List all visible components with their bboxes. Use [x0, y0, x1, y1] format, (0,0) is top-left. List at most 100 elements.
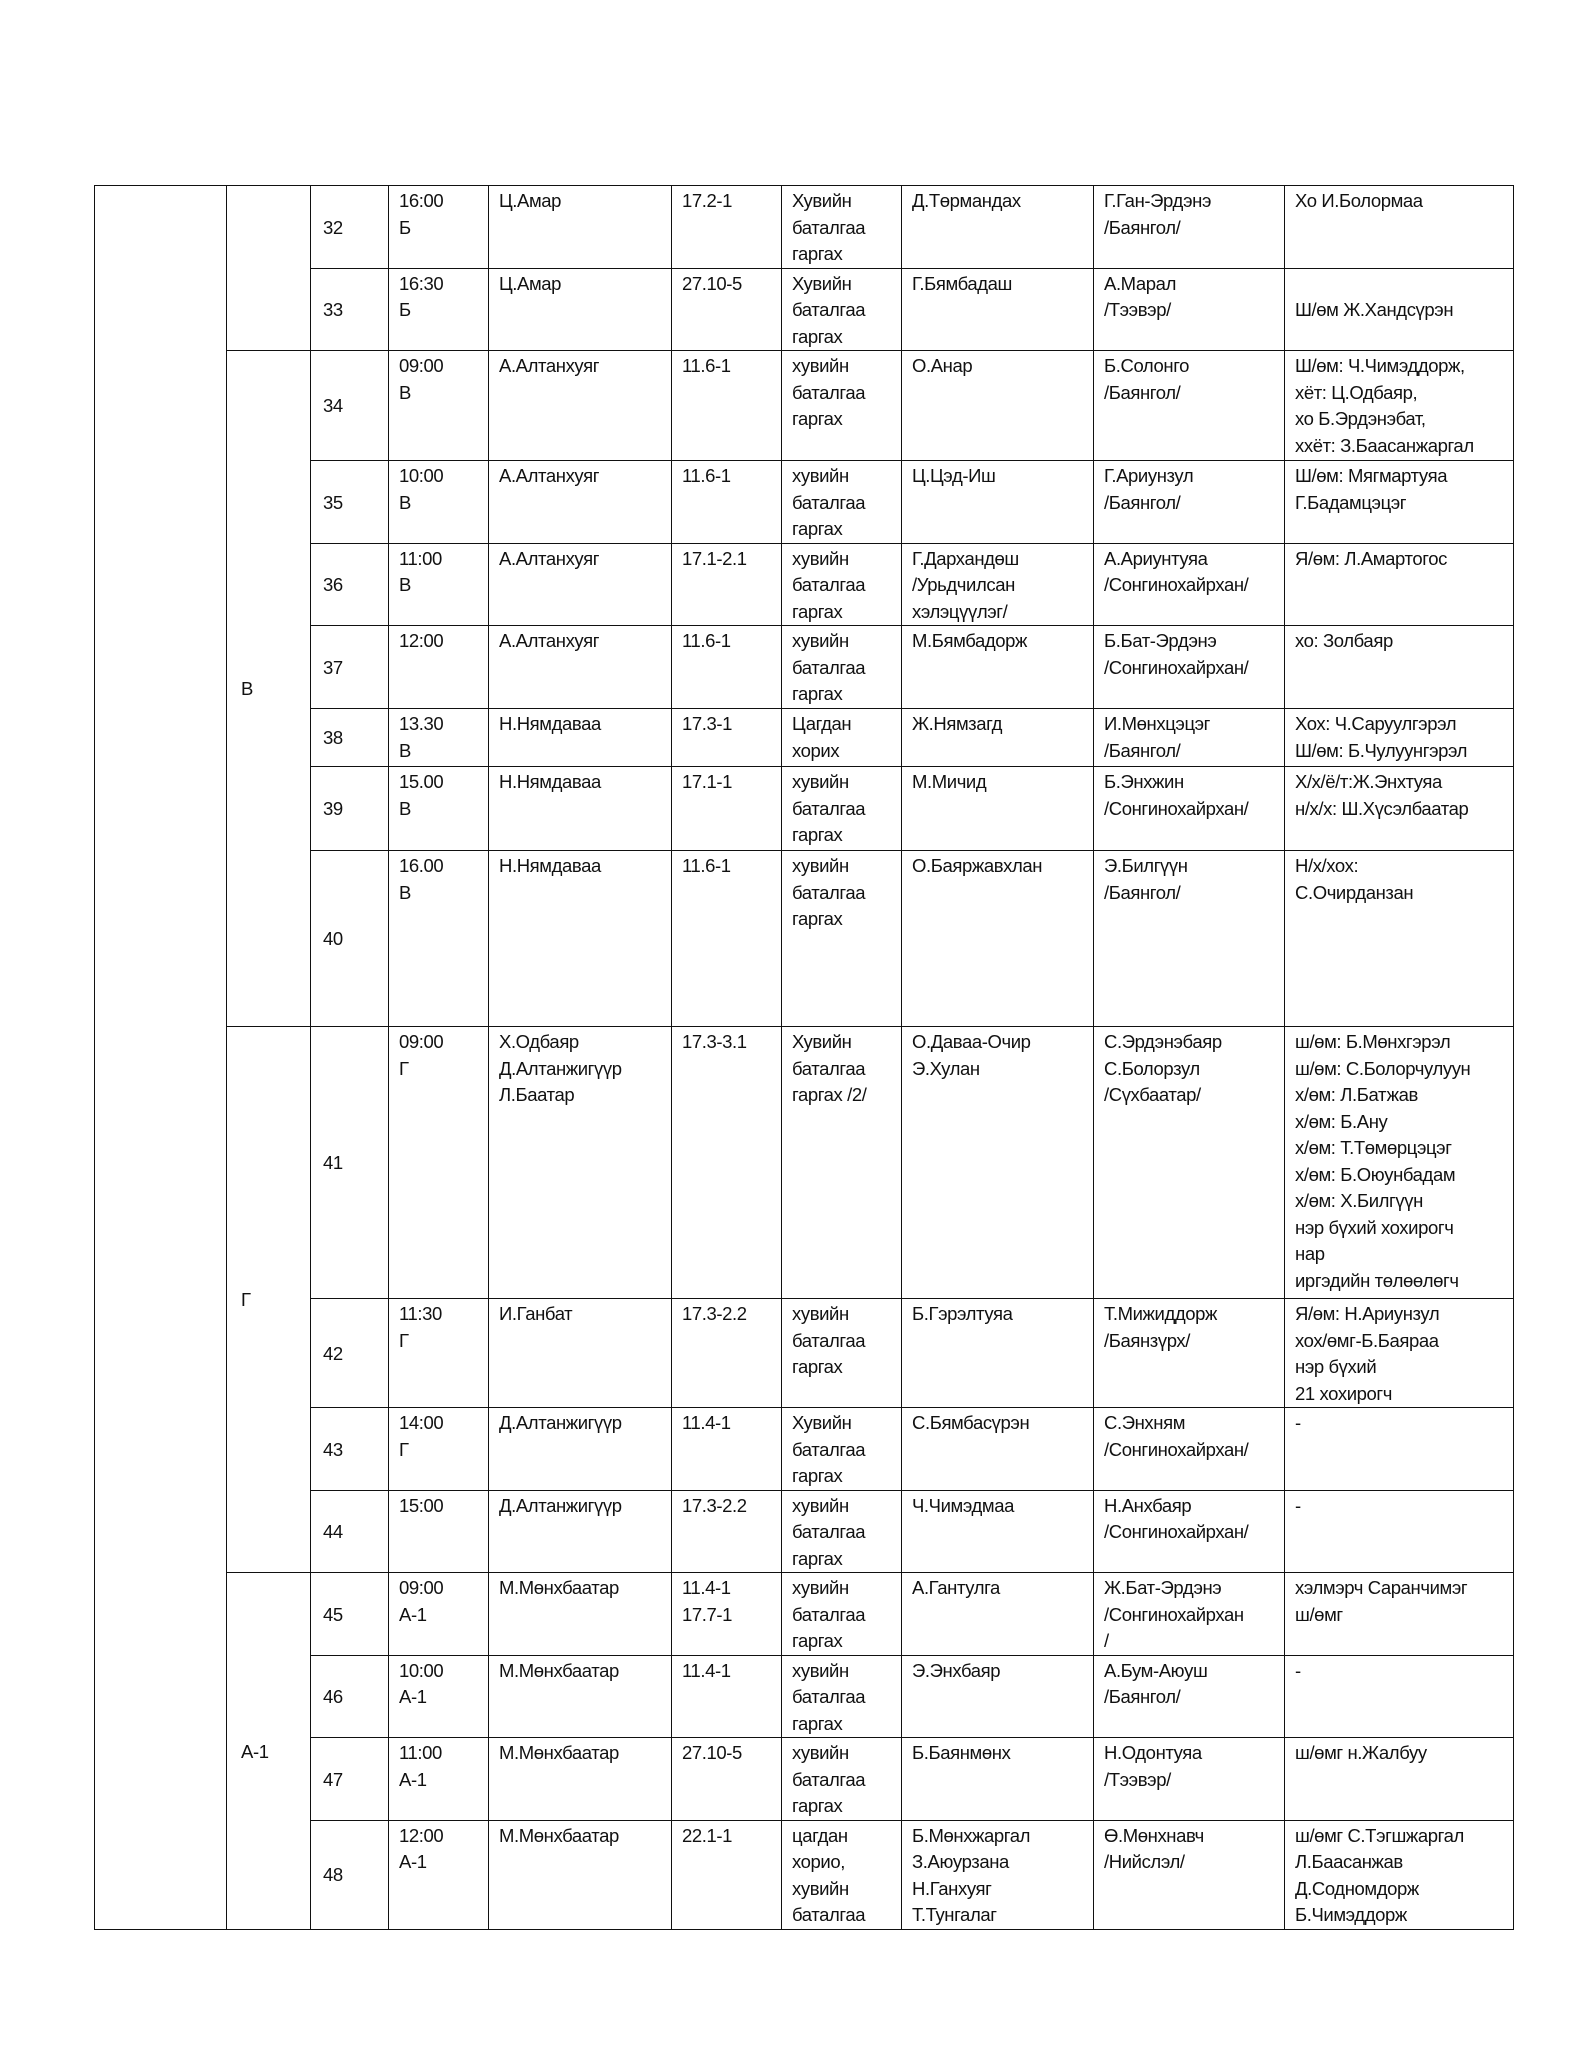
case-number-cell: 45: [310, 1572, 389, 1656]
time-cell: 13.30 В: [388, 708, 489, 767]
prosecutor-cell: Б.Солонго /Баянгол/: [1093, 350, 1285, 461]
table-row: 42 11:30 Г И.Ганбат 17.3-2.2 хувийн баталгаа…: [95, 1298, 1514, 1408]
table-row: 44 15:00 Д.Алтанжигүүр 17.3-2.2 хувийн батал…: [95, 1489, 1514, 1573]
table-row: 39 15.00 В Н.Нямдаваа 17.1-1 хувийн баталгаа…: [95, 766, 1514, 851]
measure-cell: хувийн баталгаа гаргах: [781, 460, 902, 544]
defendant-cell: Г.Дархандөш /Урьдчилсан хэлэцүүлэг/: [901, 542, 1094, 626]
table-row: 46 10:00 А-1 М.Мөнхбаатар 11.4-1 хувийн бата…: [95, 1654, 1514, 1738]
prosecutor-cell: Ж.Бат-Эрдэнэ /Сонгинохайрхан /: [1093, 1572, 1285, 1656]
case-number-cell: 37: [310, 625, 389, 709]
judge-cell: М.Мөнхбаатар: [488, 1572, 672, 1656]
table-row: 40 16.00 В Н.Нямдаваа 11.6-1 хувийн баталгаа…: [95, 850, 1514, 1027]
judge-cell: Ц.Амар: [488, 267, 672, 351]
participants-cell: Ш/өм: Ч.Чимэддорж, хёт: Ц.Одбаяр, хо Б.Э…: [1284, 350, 1514, 461]
article-cell: 11.4-1 17.7-1: [671, 1572, 782, 1656]
table-row: 48 12:00 А-1 М.Мөнхбаатар 22.1-1 цагдан хори…: [95, 1819, 1514, 1930]
defendant-cell: С.Бямбасүрэн: [901, 1407, 1094, 1491]
article-cell: 27.10-5: [671, 1737, 782, 1821]
article-cell: 22.1-1: [671, 1819, 782, 1930]
table-row: 32 16:00 Б Ц.Амар 17.2-1 Хувийн баталгаа гар…: [94, 185, 1514, 1930]
judge-cell: Д.Алтанжигүүр: [488, 1407, 672, 1491]
participants-cell: Хо И.Болормаа: [1284, 185, 1514, 269]
time-cell: 14:00 Г: [388, 1407, 489, 1491]
prosecutor-cell: Б.Бат-Эрдэнэ /Сонгинохайрхан/: [1093, 625, 1285, 709]
article-cell: 17.3-3.1: [671, 1026, 782, 1299]
judge-cell: Ц.Амар: [488, 185, 672, 269]
judge-cell: Д.Алтанжигүүр: [488, 1489, 672, 1573]
judge-cell: Н.Нямдаваа: [488, 850, 672, 1027]
judge-cell: М.Мөнхбаатар: [488, 1819, 672, 1930]
article-cell: 17.3-1: [671, 708, 782, 767]
time-cell: 16:00 Б: [388, 185, 489, 269]
article-cell: 17.3-2.2: [671, 1298, 782, 1408]
courtroom-group-cell: Г: [226, 1026, 311, 1573]
case-number-cell: 35: [310, 460, 389, 544]
defendant-cell: Д.Төрмандах: [901, 185, 1094, 269]
prosecutor-cell: Б.Энхжин /Сонгинохайрхан/: [1093, 766, 1285, 851]
prosecutor-cell: Н.Анхбаяр /Сонгинохайрхан/: [1093, 1489, 1285, 1573]
judge-cell: Н.Нямдаваа: [488, 766, 672, 851]
judge-cell: А.Алтанхуяг: [488, 625, 672, 709]
measure-cell: хувийн баталгаа гаргах: [781, 625, 902, 709]
participants-cell: Я/өм: Л.Амартогос: [1284, 542, 1514, 626]
table-row: 38 13.30 В Н.Нямдаваа 17.3-1 Цагдан хорих Ж.Н…: [95, 708, 1514, 767]
prosecutor-cell: А.Марал /Тээвэр/: [1093, 267, 1285, 351]
prosecutor-cell: С.Энхням /Сонгинохайрхан/: [1093, 1407, 1285, 1491]
time-cell: 15.00 В: [388, 766, 489, 851]
judge-cell: М.Мөнхбаатар: [488, 1654, 672, 1738]
case-number-cell: 38: [310, 708, 389, 767]
table-row: В 34 09:00 В А.Алтанхуяг 11.6-1 хувийн баталг…: [95, 350, 1514, 1027]
article-cell: 11.4-1: [671, 1407, 782, 1491]
time-cell: 15:00: [388, 1489, 489, 1573]
participants-cell: Хох: Ч.Саруулгэрэл Ш/өм: Б.Чулуунгэрэл: [1284, 708, 1514, 767]
participants-cell: Ш/өм: Мягмартуяа Г.Бадамцэцэг: [1284, 460, 1514, 544]
prosecutor-cell: Г.Ариунзул /Баянгол/: [1093, 460, 1285, 544]
prosecutor-cell: Ө.Мөнхнавч /Нийслэл/: [1093, 1819, 1285, 1930]
article-cell: 11.6-1: [671, 625, 782, 709]
measure-cell: хувийн баталгаа гаргах: [781, 1298, 902, 1408]
defendant-cell: М.Мичид: [901, 766, 1094, 851]
participants-cell: -: [1284, 1489, 1514, 1573]
defendant-cell: Ч.Чимэдмаа: [901, 1489, 1094, 1573]
participants-cell: -: [1284, 1654, 1514, 1738]
table-row: 37 12:00 А.Алтанхуяг 11.6-1 хувийн баталгаа …: [95, 625, 1514, 709]
participants-cell: Я/өм: Н.Ариунзул хох/өмг-Б.Баяраа нэр бү…: [1284, 1298, 1514, 1408]
participants-cell: ш/өмг н.Жалбуу: [1284, 1737, 1514, 1821]
article-cell: 17.1-2.1: [671, 542, 782, 626]
case-number-cell: 33: [310, 267, 389, 351]
judge-cell: Х.Одбаяр Д.Алтанжигүүр Л.Баатар: [488, 1026, 672, 1299]
article-cell: 27.10-5: [671, 267, 782, 351]
judge-cell: А.Алтанхуяг: [488, 542, 672, 626]
participants-cell: Ш/өм Ж.Хандсүрэн: [1284, 267, 1514, 351]
case-number-cell: 36: [310, 542, 389, 626]
courtroom-group-cell: А-1: [226, 1572, 311, 1930]
defendant-cell: М.Бямбадорж: [901, 625, 1094, 709]
article-cell: 17.1-1: [671, 766, 782, 851]
defendant-cell: Б.Мөнхжаргал З.Аюурзана Н.Ганхуяг Т.Тунг…: [901, 1819, 1094, 1930]
defendant-cell: О.Даваа-Очир Э.Хулан: [901, 1026, 1094, 1299]
case-number-cell: 43: [310, 1407, 389, 1491]
table-row: 43 14:00 Г Д.Алтанжигүүр 11.4-1 Хувийн батал…: [95, 1407, 1514, 1491]
case-number-cell: 48: [310, 1819, 389, 1930]
defendant-cell: Б.Баянмөнх: [901, 1737, 1094, 1821]
measure-cell: Хувийн баталгаа гаргах: [781, 185, 902, 269]
prosecutor-cell: А.Ариунтуяа /Сонгинохайрхан/: [1093, 542, 1285, 626]
time-cell: 12:00: [388, 625, 489, 709]
time-cell: 09:00 А-1: [388, 1572, 489, 1656]
table-row: Г 41 09:00 Г Х.Одбаяр Д.Алтанжигүүр Л.Баата…: [95, 1026, 1514, 1573]
prosecutor-cell: Н.Одонтуяа /Тээвэр/: [1093, 1737, 1285, 1821]
measure-cell: хувийн баталгаа гаргах: [781, 1489, 902, 1573]
measure-cell: хувийн баталгаа гаргах: [781, 850, 902, 1027]
measure-cell: хувийн баталгаа гаргах: [781, 350, 902, 461]
courtroom-group-cell: В: [226, 350, 311, 1027]
time-cell: 11:00 А-1: [388, 1737, 489, 1821]
participants-cell: Н/х/хох: С.Очирданзан: [1284, 850, 1514, 1027]
participants-cell: Х/х/ё/т:Ж.Энхтуяа н/х/х: Ш.Хүсэлбаатар: [1284, 766, 1514, 851]
measure-cell: Хувийн баталгаа гаргах: [781, 1407, 902, 1491]
table-row: 47 11:00 А-1 М.Мөнхбаатар 27.10-5 хувийн бат…: [95, 1737, 1514, 1821]
participants-cell: ш/өм: Б.Мөнхгэрэл ш/өм: С.Болорчулуун х/…: [1284, 1026, 1514, 1299]
article-cell: 11.6-1: [671, 850, 782, 1027]
measure-cell: цагдан хорио, хувийн баталгаа: [781, 1819, 902, 1930]
measure-cell: хувийн баталгаа гаргах: [781, 766, 902, 851]
participants-cell: хэлмэрч Саранчимэг ш/өмг: [1284, 1572, 1514, 1656]
